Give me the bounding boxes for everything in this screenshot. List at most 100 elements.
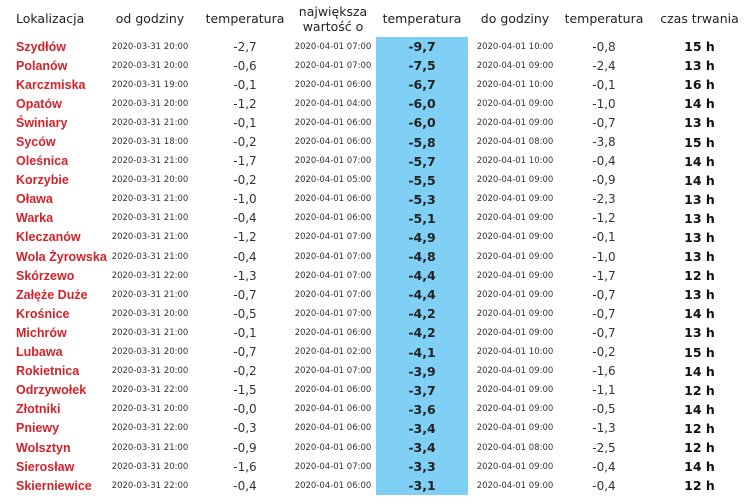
temp-start-cell: -1,2 [233, 96, 257, 111]
min-time-cell: 2020-04-01 02:00 [294, 347, 372, 358]
location-cell: Karczmiska [16, 77, 86, 92]
location-cell: Korzybie [16, 173, 69, 188]
table-row: Krośnice 2020-03-31 20:00 -0,5 2020-04-01 0… [0, 304, 753, 324]
column-header-location: Lokalizacja [16, 11, 85, 26]
from-time-cell: 2020-03-31 20:00 [111, 60, 189, 71]
location-cell: Kleczanów [16, 230, 81, 245]
min-time-cell: 2020-04-01 06:00 [294, 385, 372, 396]
from-time-cell: 2020-03-31 21:00 [111, 156, 189, 167]
duration-cell: 15 h [684, 344, 715, 360]
location-cell: Sierosław [16, 459, 75, 474]
table-row: Korzybie 2020-03-31 20:00 -0,2 2020-04-01 0… [0, 170, 753, 190]
temp-end-cell: -0,1 [592, 230, 616, 245]
duration-cell: 14 h [684, 459, 715, 475]
temp-start-cell: -0,9 [233, 440, 257, 455]
temp-end-cell: -0,7 [592, 287, 616, 302]
to-time-cell: 2020-04-01 10:00 [476, 347, 554, 358]
temp-end-cell: -0,4 [592, 478, 616, 493]
temp-start-cell: -0,2 [233, 173, 257, 188]
min-time-cell: 2020-04-01 06:00 [294, 194, 372, 205]
temp-start-cell: -0,1 [233, 325, 257, 340]
min-time-cell: 2020-04-01 07:00 [294, 60, 372, 71]
duration-cell: 12 h [684, 268, 715, 284]
column-header-lowest-at: największa wartość o [290, 0, 376, 37]
location-cell: Michrów [16, 325, 67, 340]
min-temp-cell: -9,7 [376, 37, 468, 57]
duration-cell: 14 h [684, 153, 715, 169]
temp-end-cell: -0,7 [592, 306, 616, 321]
location-cell: Oława [16, 192, 53, 207]
min-time-cell: 2020-04-01 06:00 [294, 480, 372, 491]
min-temp-cell: -5,5 [376, 170, 468, 190]
temp-start-cell: -0,2 [233, 135, 257, 150]
temp-start-cell: -1,0 [233, 192, 257, 207]
min-time-cell: 2020-04-01 06:00 [294, 117, 372, 128]
duration-cell: 13 h [684, 229, 715, 245]
min-time-cell: 2020-04-01 04:00 [294, 98, 372, 109]
from-time-cell: 2020-03-31 21:00 [111, 213, 189, 224]
temp-start-cell: -0,7 [233, 345, 257, 360]
min-temp-cell: -4,2 [376, 304, 468, 324]
min-temp-cell: -4,4 [376, 285, 468, 305]
min-temp-cell: -3,3 [376, 457, 468, 477]
duration-cell: 12 h [684, 382, 715, 398]
location-cell: Złotniki [16, 402, 61, 417]
location-cell: Syców [16, 135, 56, 150]
duration-cell: 12 h [684, 420, 715, 436]
location-cell: Opatów [16, 96, 62, 111]
column-header-temp-start: temperatura [205, 11, 285, 26]
min-time-cell: 2020-04-01 07:00 [294, 251, 372, 262]
column-header-lowest-line1: największa [298, 3, 368, 19]
from-time-cell: 2020-03-31 21:00 [111, 327, 189, 338]
location-cell: Oleśnica [16, 154, 69, 169]
min-time-cell: 2020-04-01 06:00 [294, 442, 372, 453]
temp-end-cell: -0,5 [592, 402, 616, 417]
from-time-cell: 2020-03-31 22:00 [111, 385, 189, 396]
location-cell: Skierniewice [16, 478, 92, 493]
min-temp-cell: -6,0 [376, 94, 468, 114]
to-time-cell: 2020-04-01 09:00 [476, 289, 554, 300]
table-row: Kleczanów 2020-03-31 21:00 -1,2 2020-04-01 … [0, 227, 753, 248]
min-time-cell: 2020-04-01 07:00 [294, 366, 372, 377]
temp-end-cell: -0,4 [592, 459, 616, 474]
to-time-cell: 2020-04-01 09:00 [476, 385, 554, 396]
to-time-cell: 2020-04-01 09:00 [476, 366, 554, 377]
duration-cell: 14 h [684, 96, 715, 112]
from-time-cell: 2020-03-31 20:00 [111, 41, 189, 52]
duration-cell: 13 h [684, 249, 715, 265]
to-time-cell: 2020-04-01 09:00 [476, 423, 554, 434]
to-time-cell: 2020-04-01 08:00 [476, 442, 554, 453]
temp-end-cell: -0,9 [592, 173, 616, 188]
min-temp-cell: -3,9 [376, 361, 468, 381]
duration-cell: 14 h [684, 172, 715, 188]
temp-start-cell: -1,2 [233, 230, 257, 245]
min-time-cell: 2020-04-01 06:00 [294, 213, 372, 224]
temp-end-cell: -1,3 [592, 421, 616, 436]
duration-cell: 12 h [684, 478, 715, 494]
duration-cell: 13 h [684, 325, 715, 341]
column-header-from-time: od godziny [115, 11, 185, 26]
temp-start-cell: -0,1 [233, 77, 257, 92]
min-time-cell: 2020-04-01 06:00 [294, 137, 372, 148]
to-time-cell: 2020-04-01 10:00 [476, 156, 554, 167]
column-header-min-temp: temperatura [376, 0, 468, 37]
temp-end-cell: -0,4 [592, 154, 616, 169]
from-time-cell: 2020-03-31 20:00 [111, 347, 189, 358]
from-time-cell: 2020-03-31 22:00 [111, 480, 189, 491]
to-time-cell: 2020-04-01 09:00 [476, 232, 554, 243]
column-header-duration: czas trwania [660, 11, 739, 26]
location-cell: Pniewy [16, 421, 60, 436]
temp-end-cell: -0,1 [592, 77, 616, 92]
duration-cell: 12 h [684, 440, 715, 456]
duration-cell: 14 h [684, 401, 715, 417]
temp-start-cell: -0,5 [233, 306, 257, 321]
table-row: Karczmiska 2020-03-31 19:00 -0,1 2020-04-01… [0, 75, 753, 95]
temp-start-cell: -0,6 [233, 58, 257, 73]
from-time-cell: 2020-03-31 21:00 [111, 251, 189, 262]
temp-start-cell: -0,4 [233, 249, 257, 264]
temp-end-cell: -2,3 [592, 192, 616, 207]
min-time-cell: 2020-04-01 06:00 [294, 327, 372, 338]
min-temp-cell: -3,6 [376, 399, 468, 419]
to-time-cell: 2020-04-01 09:00 [476, 404, 554, 415]
duration-cell: 13 h [684, 191, 715, 207]
